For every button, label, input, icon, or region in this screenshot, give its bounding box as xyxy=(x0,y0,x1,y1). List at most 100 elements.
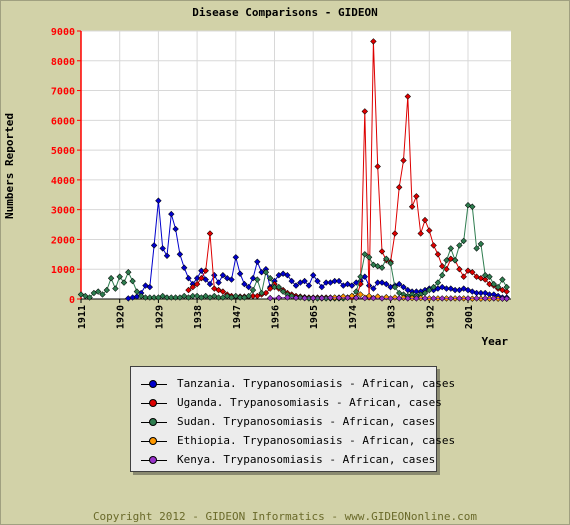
data-point xyxy=(189,283,196,291)
data-point xyxy=(400,294,407,301)
data-point xyxy=(215,279,222,286)
data-point xyxy=(219,288,227,295)
data-point xyxy=(228,276,235,283)
data-point xyxy=(400,157,407,164)
y-tick-label: 8000 xyxy=(51,57,75,68)
data-point xyxy=(275,294,282,301)
data-point xyxy=(163,294,171,301)
y-tick-label: 9000 xyxy=(51,27,75,38)
data-point xyxy=(374,163,381,170)
data-point xyxy=(146,283,153,291)
data-point xyxy=(258,289,265,297)
data-point xyxy=(430,283,437,291)
data-point xyxy=(391,230,399,237)
legend-marker xyxy=(149,437,157,445)
data-point xyxy=(310,272,317,279)
data-point xyxy=(404,93,411,100)
data-point xyxy=(232,254,239,261)
data-point xyxy=(477,289,485,297)
data-point xyxy=(198,267,205,274)
data-point xyxy=(181,264,188,271)
data-point xyxy=(456,266,463,273)
data-point xyxy=(163,252,171,259)
data-point xyxy=(254,276,261,283)
data-point xyxy=(249,286,257,294)
data-point xyxy=(103,286,110,294)
legend-label: Tanzania. Trypanosomiasis - African, cas… xyxy=(177,377,456,390)
data-point xyxy=(490,280,497,288)
data-point xyxy=(361,251,368,258)
data-point xyxy=(391,283,399,291)
data-point xyxy=(267,294,274,302)
legend-label: Ethiopia. Trypanosomiasis - African, cas… xyxy=(177,434,456,447)
y-tick-label: 7000 xyxy=(51,87,75,98)
data-point xyxy=(142,294,149,301)
x-axis-ticks: 1911 1920 1929 1938 1947 1956 1965 1974 1983 1992… xyxy=(77,299,475,329)
data-point xyxy=(146,294,153,301)
y-tick-label: 0 xyxy=(69,295,75,306)
y-tick-label: 5000 xyxy=(51,146,75,157)
data-point xyxy=(172,225,179,233)
x-tick-label: 1938 xyxy=(193,305,204,329)
y-tick-label: 3000 xyxy=(51,206,75,217)
data-point xyxy=(365,254,373,261)
data-point xyxy=(439,295,446,302)
data-point xyxy=(284,294,291,301)
data-point xyxy=(288,277,295,285)
data-point xyxy=(396,280,403,288)
data-point xyxy=(443,285,450,292)
data-point xyxy=(310,294,317,302)
data-point xyxy=(378,295,386,302)
data-point xyxy=(95,288,102,295)
data-point xyxy=(116,273,123,280)
legend-label: Uganda. Trypanosomiasis - African, cases xyxy=(177,396,442,409)
data-point xyxy=(168,294,175,301)
x-tick-label: 1920 xyxy=(116,305,127,329)
grid xyxy=(80,30,511,300)
data-point xyxy=(335,277,343,285)
data-point xyxy=(189,292,196,300)
data-point xyxy=(486,273,493,280)
data-point xyxy=(267,275,274,282)
legend: Tanzania. Trypanosomiasis - African, cas… xyxy=(130,366,455,472)
data-point xyxy=(150,242,158,249)
data-point xyxy=(413,288,420,295)
x-tick-label: 1947 xyxy=(232,305,243,329)
data-point xyxy=(464,295,472,302)
legend-marker xyxy=(149,456,157,464)
data-point xyxy=(473,245,480,252)
data-point xyxy=(322,279,330,286)
data-point xyxy=(335,294,343,301)
data-point xyxy=(331,277,338,285)
data-point xyxy=(155,197,162,204)
legend-marker xyxy=(149,418,157,426)
data-point xyxy=(447,245,454,252)
data-point xyxy=(408,203,416,210)
data-point xyxy=(434,251,442,258)
data-point xyxy=(292,282,300,289)
data-point xyxy=(133,293,141,300)
series-layer xyxy=(77,38,510,302)
data-point xyxy=(383,280,390,288)
data-point xyxy=(150,294,158,301)
data-point xyxy=(86,294,93,301)
data-point xyxy=(125,295,132,302)
data-point xyxy=(172,294,179,301)
data-point xyxy=(185,275,192,282)
data-point xyxy=(494,283,502,291)
data-point xyxy=(490,295,497,302)
data-point xyxy=(185,286,192,294)
data-point xyxy=(451,286,459,294)
x-tick-label: 1974 xyxy=(348,305,359,329)
data-point xyxy=(344,294,351,301)
data-point xyxy=(206,230,214,237)
data-point xyxy=(125,269,132,276)
data-point xyxy=(374,279,381,286)
data-point xyxy=(370,285,377,292)
y-tick-label: 1000 xyxy=(51,265,75,276)
data-point xyxy=(262,289,270,297)
data-point xyxy=(447,295,454,302)
data-point xyxy=(383,255,390,262)
data-point xyxy=(370,294,377,302)
data-point xyxy=(284,272,291,279)
